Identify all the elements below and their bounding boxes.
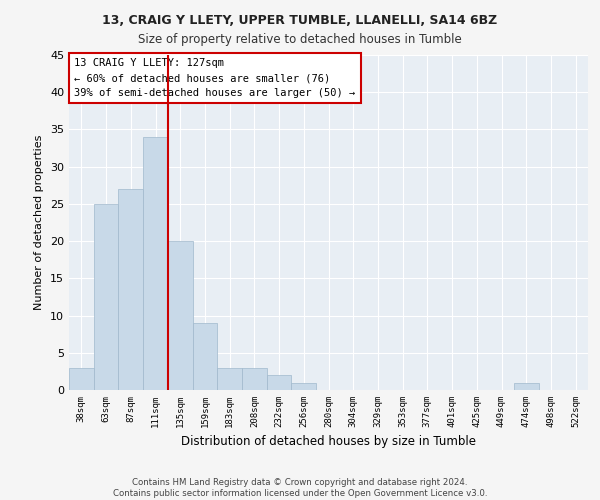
Text: 13 CRAIG Y LLETY: 127sqm
← 60% of detached houses are smaller (76)
39% of semi-d: 13 CRAIG Y LLETY: 127sqm ← 60% of detach…: [74, 58, 355, 98]
Bar: [514, 382, 539, 390]
X-axis label: Distribution of detached houses by size in Tumble: Distribution of detached houses by size …: [181, 436, 476, 448]
Bar: [217, 368, 242, 390]
Bar: [292, 382, 316, 390]
Text: 13, CRAIG Y LLETY, UPPER TUMBLE, LLANELLI, SA14 6BZ: 13, CRAIG Y LLETY, UPPER TUMBLE, LLANELL…: [103, 14, 497, 27]
Bar: [94, 204, 118, 390]
Bar: [242, 368, 267, 390]
Bar: [267, 375, 292, 390]
Bar: [118, 189, 143, 390]
Bar: [69, 368, 94, 390]
Bar: [143, 137, 168, 390]
Text: Size of property relative to detached houses in Tumble: Size of property relative to detached ho…: [138, 32, 462, 46]
Bar: [168, 241, 193, 390]
Bar: [193, 323, 217, 390]
Y-axis label: Number of detached properties: Number of detached properties: [34, 135, 44, 310]
Text: Contains HM Land Registry data © Crown copyright and database right 2024.
Contai: Contains HM Land Registry data © Crown c…: [113, 478, 487, 498]
